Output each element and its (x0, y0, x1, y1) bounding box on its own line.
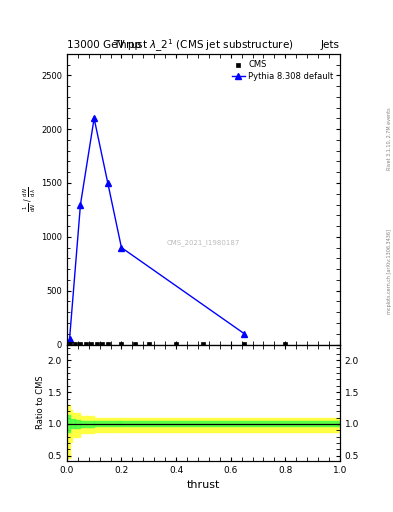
CMS (89, 341, 94, 347)
CMS (242, 341, 247, 347)
Text: CMS_2021_I1980187: CMS_2021_I1980187 (167, 240, 240, 246)
Pythia 8.308 default (92, 115, 97, 121)
Y-axis label: Ratio to CMS: Ratio to CMS (36, 376, 45, 430)
CMS (67, 341, 72, 347)
CMS (174, 341, 178, 347)
CMS (201, 341, 206, 347)
Text: mcplots.cern.ch [arXiv:1306.3436]: mcplots.cern.ch [arXiv:1306.3436] (387, 229, 392, 314)
Text: 13000 GeV pp: 13000 GeV pp (67, 40, 141, 50)
Text: Rivet 3.1.10, 2.7M events: Rivet 3.1.10, 2.7M events (387, 107, 392, 169)
Title: Thrust $\lambda\_2^1$ (CMS jet substructure): Thrust $\lambda\_2^1$ (CMS jet substruct… (113, 37, 294, 54)
Line: Pythia 8.308 default: Pythia 8.308 default (67, 116, 247, 342)
CMS (100, 341, 105, 347)
Pythia 8.308 default (242, 331, 247, 337)
CMS (78, 341, 83, 347)
Y-axis label: $\frac{1}{\mathrm{d}N}$ / $\frac{\mathrm{d}N}{\mathrm{d}\lambda}$: $\frac{1}{\mathrm{d}N}$ / $\frac{\mathrm… (22, 186, 38, 211)
CMS (146, 341, 151, 347)
CMS (84, 341, 88, 347)
Pythia 8.308 default (105, 180, 110, 186)
Legend: CMS, Pythia 8.308 default: CMS, Pythia 8.308 default (230, 58, 336, 83)
Pythia 8.308 default (78, 201, 83, 207)
Pythia 8.308 default (67, 336, 72, 342)
CMS (119, 341, 124, 347)
CMS (94, 341, 99, 347)
CMS (133, 341, 138, 347)
CMS (283, 341, 288, 347)
X-axis label: thrust: thrust (187, 480, 220, 490)
Text: Jets: Jets (321, 40, 340, 50)
Pythia 8.308 default (119, 245, 124, 251)
CMS (73, 341, 77, 347)
Line: CMS: CMS (68, 342, 287, 346)
CMS (105, 341, 110, 347)
